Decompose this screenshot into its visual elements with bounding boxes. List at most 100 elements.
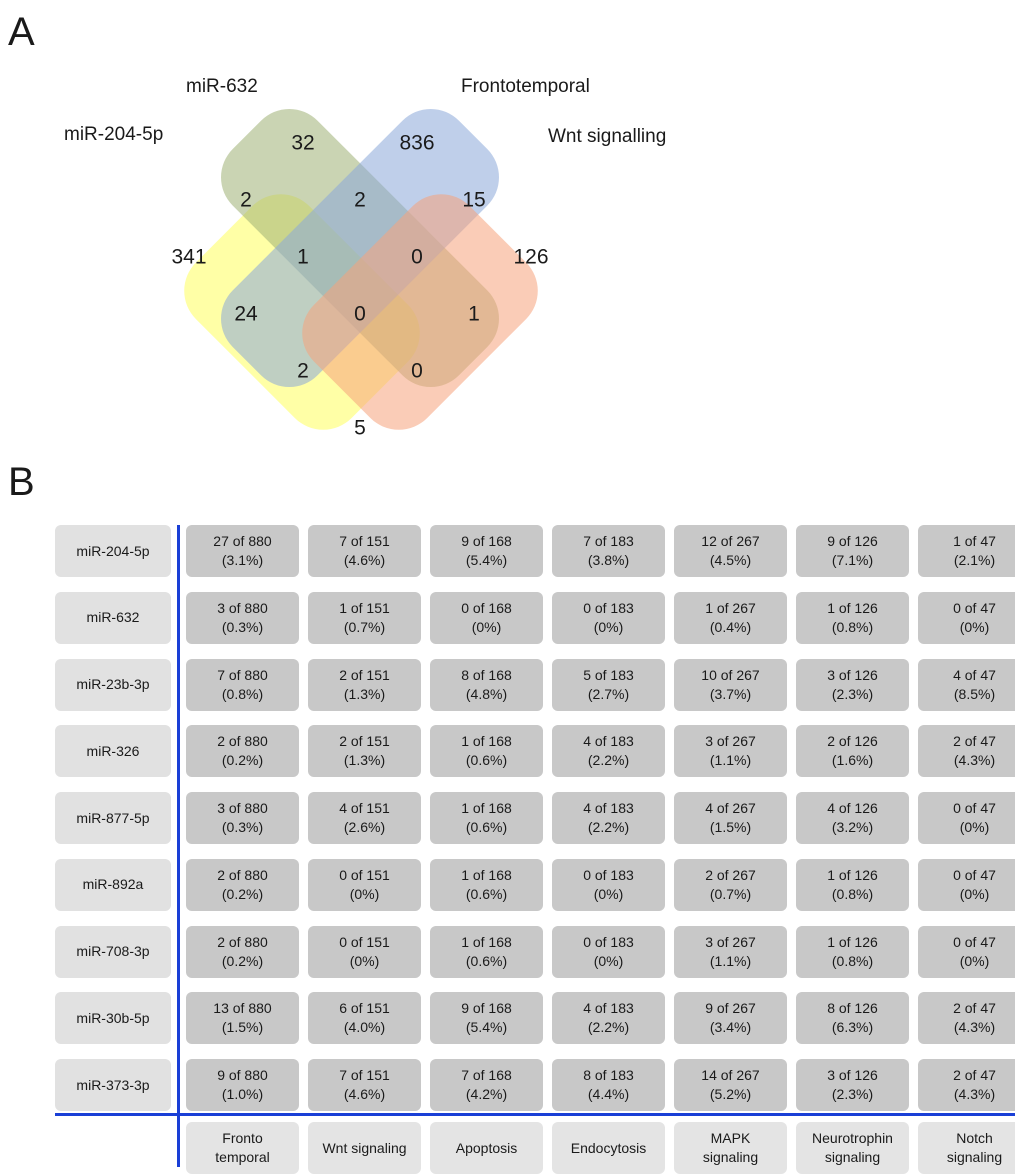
cell-percent: (3.1%): [221, 552, 264, 568]
cell-count: 2 of 267: [705, 866, 756, 883]
table-cell: 3 of 880 (0.3%): [186, 591, 299, 644]
count-204-wnt: 5: [354, 417, 366, 440]
count-fronto-wnt: 15: [462, 189, 485, 212]
table-cell: 0 of 151 (0%): [308, 858, 421, 911]
table-cell: 2 of 47 (4.3%): [918, 992, 1015, 1045]
cell-percent: (1.6%): [831, 752, 874, 769]
column-label-text: Wnt signaling: [322, 1139, 407, 1156]
cell-percent: (4.6%): [343, 1086, 386, 1102]
table-cell: 0 of 47 (0%): [918, 925, 1015, 978]
cell-count: 2 of 880: [217, 733, 268, 750]
table-cell: 2 of 126 (1.6%): [796, 725, 909, 778]
cell-percent: (0%): [593, 885, 624, 902]
table-cell: 4 of 183 (2.2%): [552, 792, 665, 844]
cell-count: 0 of 183: [583, 866, 634, 883]
cell-text: 14 of 267 (5.2%): [701, 1066, 759, 1104]
cell-percent: (0%): [593, 952, 624, 969]
cell-text: 1 of 126 (0.8%): [827, 866, 878, 904]
horizontal-divider: [55, 1113, 1015, 1116]
table-cell: 2 of 267 (0.7%): [674, 858, 787, 911]
table-cell: 10 of 267 (3.7%): [674, 658, 787, 711]
cell-count: 9 of 880: [217, 1067, 268, 1083]
cell-text: 1 of 126 (0.8%): [827, 933, 878, 971]
table-cell: 4 of 47 (8.5%): [918, 658, 1015, 711]
table-cell: 3 of 880 (0.3%): [186, 792, 299, 844]
table-cell: 8 of 168 (4.8%): [430, 658, 543, 711]
row-label-miR-326: miR-326: [55, 725, 171, 778]
table-cell: 8 of 126 (6.3%): [796, 992, 909, 1045]
cell-text: 2 of 47 (4.3%): [953, 732, 996, 770]
cell-count: 9 of 168: [461, 1000, 512, 1017]
column-label-text: Endocytosis: [570, 1139, 647, 1156]
cell-percent: (4.5%): [709, 552, 752, 568]
cell-percent: (5.2%): [709, 1086, 752, 1102]
count-204-632-wnt: 0: [411, 360, 423, 383]
table-cell: 7 of 151 (4.6%): [308, 525, 421, 577]
cell-text: 3 of 267 (1.1%): [705, 732, 756, 770]
cell-percent: (3.8%): [587, 552, 630, 568]
column-label: Wnt signaling: [308, 1122, 421, 1174]
cell-count: 2 of 47: [953, 1000, 996, 1017]
cell-count: 1 of 151: [339, 599, 390, 616]
cell-count: 2 of 47: [953, 733, 996, 750]
table-cell: 1 of 126 (0.8%): [796, 925, 909, 978]
row-label-miR-877-5p: miR-877-5p: [55, 792, 171, 844]
cell-text: 2 of 880 (0.2%): [217, 933, 268, 971]
cell-text: 4 of 183 (2.2%): [583, 999, 634, 1037]
cell-text: 9 of 880 (1.0%): [217, 1066, 268, 1104]
set-label-miR-632: miR-632: [186, 76, 258, 97]
row-label-miR-204-5p: miR-204-5p: [55, 525, 171, 577]
column-label-text: Apoptosis: [455, 1139, 518, 1156]
count-all-four: 0: [354, 303, 366, 326]
table-cell: 6 of 151 (4.0%): [308, 992, 421, 1045]
column-label: MAPK signaling: [674, 1122, 787, 1174]
table-cell: 9 of 168 (5.4%): [430, 525, 543, 577]
cell-count: 27 of 880: [213, 533, 272, 549]
column-label: Notch signaling: [918, 1122, 1015, 1174]
cell-text: 1 of 168 (0.6%): [461, 799, 512, 837]
cell-percent: (0%): [593, 618, 624, 635]
cell-count: 9 of 168: [461, 533, 512, 549]
cell-text: 1 of 168 (0.6%): [461, 866, 512, 904]
cell-text: 2 of 880 (0.2%): [217, 866, 268, 904]
cell-text: 2 of 151 (1.3%): [339, 732, 390, 770]
cell-percent: (0.6%): [465, 819, 508, 835]
cell-count: 1 of 267: [705, 599, 756, 616]
table-cell: 1 of 126 (0.8%): [796, 858, 909, 911]
cell-text: 1 of 168 (0.6%): [461, 732, 512, 770]
cell-percent: (7.1%): [831, 552, 874, 568]
table-cell: 0 of 183 (0%): [552, 925, 665, 978]
cell-percent: (1.5%): [709, 819, 752, 835]
cell-percent: (2.3%): [831, 1086, 874, 1102]
panel-label-a: A: [8, 10, 35, 54]
cell-percent: (2.1%): [953, 552, 996, 568]
cell-text: 5 of 183 (2.7%): [583, 666, 634, 704]
cell-count: 0 of 47: [953, 599, 996, 616]
set-label-wnt-signalling: Wnt signalling: [548, 126, 666, 147]
table-cell: 4 of 126 (3.2%): [796, 792, 909, 844]
cell-count: 4 of 47: [953, 666, 996, 683]
cell-count: 2 of 880: [217, 933, 268, 950]
cell-percent: (0%): [959, 618, 990, 635]
table-cell: 9 of 168 (5.4%): [430, 992, 543, 1045]
cell-percent: (4.3%): [953, 1086, 996, 1102]
table-cell: 14 of 267 (5.2%): [674, 1059, 787, 1111]
cell-count: 3 of 880: [217, 800, 268, 816]
cell-count: 1 of 126: [827, 599, 878, 616]
cell-percent: (0%): [959, 952, 990, 969]
cell-percent: (0%): [471, 618, 502, 635]
set-label-frontotemporal: Frontotemporal: [461, 76, 590, 97]
cell-text: 7 of 151 (4.6%): [339, 1066, 390, 1104]
cell-count: 1 of 168: [461, 866, 512, 883]
cell-percent: (3.2%): [831, 819, 874, 835]
cell-percent: (0.8%): [831, 885, 874, 902]
cell-percent: (1.1%): [709, 752, 752, 769]
cell-text: 0 of 47 (0%): [953, 599, 996, 637]
cell-percent: (4.4%): [587, 1086, 630, 1102]
cell-count: 3 of 880: [217, 599, 268, 616]
table-cell: 3 of 126 (2.3%): [796, 658, 909, 711]
table-cell: 0 of 47 (0%): [918, 591, 1015, 644]
venn-set-frontotemporal-shape: [221, 109, 499, 387]
table-cell: 2 of 151 (1.3%): [308, 725, 421, 778]
cell-count: 12 of 267: [701, 533, 760, 549]
